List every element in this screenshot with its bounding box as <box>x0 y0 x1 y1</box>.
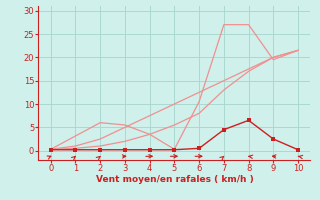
X-axis label: Vent moyen/en rafales ( km/h ): Vent moyen/en rafales ( km/h ) <box>96 175 253 184</box>
